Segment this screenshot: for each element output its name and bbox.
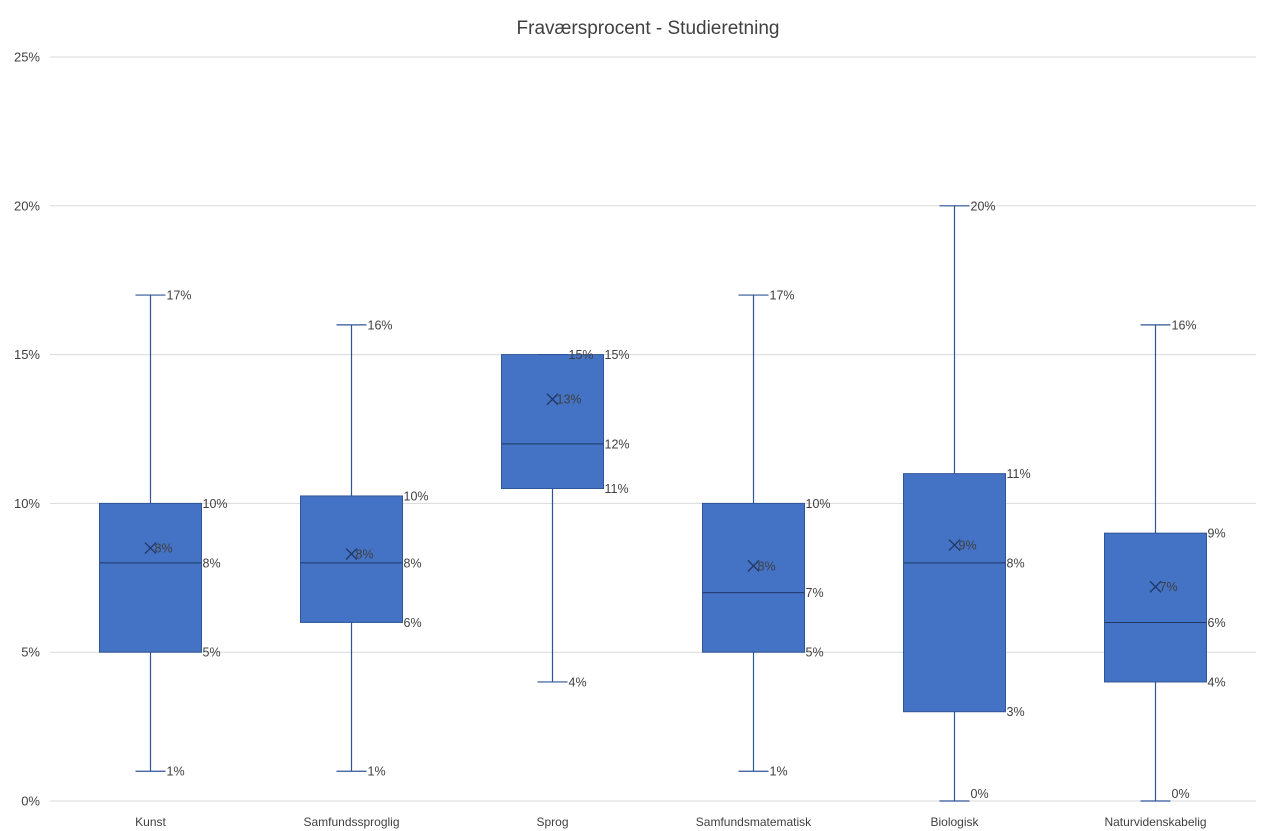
- category-label: Samfundsmatematisk: [696, 815, 812, 829]
- category-label: Kunst: [135, 815, 166, 829]
- median-label: 8%: [203, 556, 221, 570]
- box-sprog: 15% 15% 12% 11% 4% 13%: [501, 348, 630, 689]
- max-label: 17%: [167, 289, 192, 303]
- max-label: 17%: [770, 289, 795, 303]
- y-tick-label: 15%: [14, 347, 40, 362]
- iqr-box: [99, 502, 202, 653]
- iqr-box: [702, 502, 805, 653]
- category-label: Naturvidenskabelig: [1104, 815, 1206, 829]
- mean-marker: [345, 548, 358, 560]
- q3-label: 10%: [203, 497, 228, 511]
- boxes: 17% 10% 8% 5% 1% 8% 16% 10% 8% 6% 1% 8% 15% 15% 12% 11%…: [99, 199, 1226, 802]
- min-label: 1%: [770, 765, 788, 779]
- q3-label: 15%: [605, 348, 630, 362]
- y-tick-label: 5%: [21, 645, 40, 660]
- max-label: 16%: [1172, 318, 1197, 332]
- median-label: 12%: [605, 437, 630, 451]
- mean-label: 8%: [758, 559, 776, 573]
- x-axis-category-labels: Kunst Samfundssproglig Sprog Samfundsmatema…: [135, 815, 1206, 829]
- median-label: 8%: [1007, 556, 1025, 570]
- q1-label: 5%: [806, 646, 824, 660]
- box-naturvidenskabelig: 16% 9% 6% 4% 0% 7%: [1104, 318, 1226, 802]
- category-label: Sprog: [536, 815, 568, 829]
- max-label: 20%: [971, 199, 996, 213]
- median-label: 7%: [806, 586, 824, 600]
- q1-label: 6%: [404, 616, 422, 630]
- chart-title: Fraværsprocent - Studieretning: [517, 18, 780, 39]
- q1-label: 11%: [605, 482, 629, 496]
- mean-label: 8%: [155, 542, 173, 556]
- median-label: 6%: [1208, 616, 1226, 630]
- q3-label: 10%: [806, 497, 831, 511]
- iqr-box: [300, 495, 403, 623]
- max-label: 16%: [368, 318, 393, 332]
- y-tick-label: 20%: [14, 198, 40, 213]
- min-label: 1%: [167, 765, 185, 779]
- mean-label: 8%: [356, 547, 374, 561]
- q3-label: 10%: [404, 489, 429, 503]
- q1-label: 4%: [1208, 675, 1226, 689]
- min-label: 4%: [569, 675, 587, 689]
- q3-label: 11%: [1007, 467, 1031, 481]
- min-label: 1%: [368, 765, 386, 779]
- y-tick-label: 0%: [21, 794, 40, 809]
- mean-marker: [747, 559, 760, 572]
- min-label: 0%: [971, 787, 989, 801]
- box-kunst: 17% 10% 8% 5% 1% 8%: [99, 289, 228, 779]
- category-label: Biologisk: [930, 815, 979, 829]
- mean-label: 13%: [557, 393, 582, 407]
- median-label: 8%: [404, 556, 422, 570]
- y-axis-tick-labels: 0% 5% 10% 15% 20% 25%: [14, 50, 40, 809]
- mean-label: 9%: [959, 539, 977, 553]
- y-tick-label: 10%: [14, 496, 40, 511]
- mean-label: 7%: [1160, 580, 1178, 594]
- mean-marker: [948, 539, 961, 552]
- max-label: 15%: [569, 348, 594, 362]
- box-samfundssproglig: 16% 10% 8% 6% 1% 8%: [300, 318, 429, 779]
- min-label: 0%: [1172, 787, 1190, 801]
- iqr-box: [501, 354, 604, 490]
- iqr-box: [1104, 532, 1207, 683]
- category-label: Samfundssproglig: [303, 815, 399, 829]
- mean-marker: [546, 393, 559, 406]
- q1-label: 3%: [1007, 705, 1025, 719]
- box-samfundsmatematisk: 17% 10% 7% 5% 1% 8%: [702, 289, 831, 779]
- y-tick-label: 25%: [14, 50, 40, 65]
- gridlines: [50, 56, 1256, 802]
- iqr-box: [903, 473, 1006, 713]
- box-biologisk: 20% 11% 8% 3% 0% 9%: [903, 199, 1031, 802]
- q3-label: 9%: [1208, 527, 1226, 541]
- mean-marker: [144, 542, 157, 554]
- mean-marker: [1149, 580, 1162, 593]
- q1-label: 5%: [203, 646, 221, 660]
